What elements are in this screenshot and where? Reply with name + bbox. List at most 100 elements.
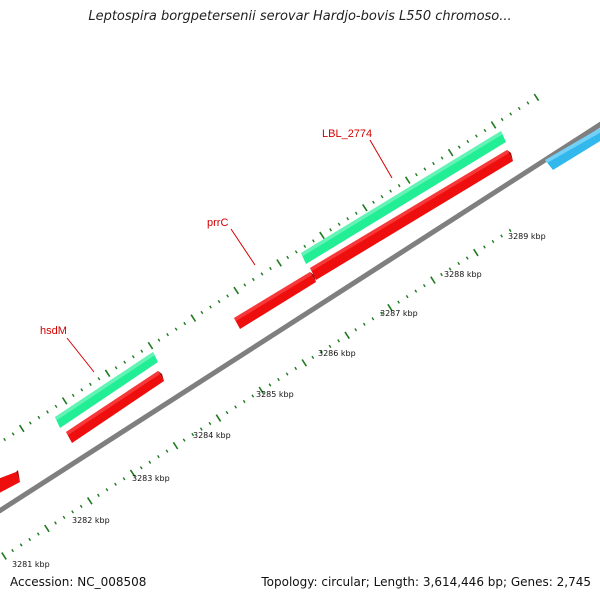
minor-tick bbox=[114, 366, 118, 370]
minor-tick bbox=[380, 311, 383, 315]
minor-tick bbox=[200, 310, 204, 315]
tick-label: 3286 kbp bbox=[318, 349, 356, 358]
minor-tick bbox=[465, 256, 469, 260]
minor-tick bbox=[157, 455, 160, 459]
minor-tick bbox=[311, 355, 315, 359]
minor-tick bbox=[440, 156, 444, 160]
cds-feature-LBL_2774[interactable] bbox=[301, 131, 506, 264]
tick-label: 3283 kbp bbox=[132, 474, 170, 483]
minor-tick bbox=[312, 239, 315, 243]
major-tick bbox=[301, 359, 308, 367]
minor-tick bbox=[285, 372, 289, 376]
minor-tick bbox=[123, 360, 127, 364]
minor-tick bbox=[329, 228, 332, 232]
cds-feature-hsdM[interactable] bbox=[55, 352, 158, 428]
minor-tick bbox=[182, 438, 186, 442]
minor-tick bbox=[346, 217, 350, 221]
gene-feature-prrC[interactable] bbox=[234, 272, 316, 329]
minor-tick bbox=[483, 128, 487, 133]
minor-tick bbox=[3, 437, 6, 442]
minor-tick bbox=[397, 184, 401, 188]
minor-tick bbox=[225, 410, 229, 415]
minor-tick bbox=[105, 488, 109, 492]
major-tick bbox=[276, 259, 282, 267]
minor-tick bbox=[500, 234, 503, 238]
major-tick bbox=[447, 148, 454, 157]
major-tick bbox=[404, 176, 411, 184]
minor-tick bbox=[303, 244, 307, 248]
major-tick bbox=[490, 121, 497, 129]
major-tick bbox=[172, 441, 179, 450]
chromosome-backbone bbox=[0, 121, 600, 514]
minor-tick bbox=[148, 460, 152, 464]
minor-tick bbox=[140, 349, 144, 353]
minor-tick bbox=[234, 405, 237, 409]
major-tick bbox=[104, 369, 111, 378]
minor-tick bbox=[491, 239, 495, 244]
minor-tick bbox=[251, 277, 255, 282]
gene-feature-LBL_2774[interactable] bbox=[310, 150, 513, 280]
minor-tick bbox=[71, 510, 74, 514]
gene-label-prrC[interactable]: prrC bbox=[207, 217, 228, 229]
leader-line-hsdM bbox=[66, 337, 95, 373]
minor-tick bbox=[422, 284, 426, 288]
minor-tick bbox=[286, 255, 290, 260]
minor-tick bbox=[432, 161, 435, 166]
tick-label: 3284 kbp bbox=[193, 431, 231, 440]
gene-label-LBL_2774[interactable]: LBL_2774 bbox=[322, 128, 372, 140]
major-tick bbox=[44, 524, 50, 533]
gene-feature-hsdM[interactable] bbox=[66, 371, 164, 443]
minor-tick bbox=[11, 432, 15, 436]
major-tick bbox=[430, 276, 436, 284]
minor-tick bbox=[28, 421, 32, 425]
minor-tick bbox=[243, 283, 247, 287]
tick-label: 3288 kbp bbox=[444, 270, 482, 279]
minor-tick bbox=[362, 322, 366, 326]
gene-feature-left-partial[interactable] bbox=[0, 470, 20, 498]
major-tick bbox=[387, 303, 393, 312]
major-tick bbox=[190, 314, 197, 322]
minor-tick bbox=[89, 382, 92, 386]
minor-tick bbox=[526, 101, 530, 105]
minor-tick bbox=[372, 200, 375, 204]
minor-tick bbox=[414, 173, 418, 177]
major-tick bbox=[61, 397, 68, 405]
minor-tick bbox=[440, 272, 443, 277]
minor-tick bbox=[80, 388, 84, 392]
major-tick bbox=[362, 203, 368, 212]
minor-tick bbox=[226, 294, 229, 298]
minor-tick bbox=[183, 321, 187, 326]
minor-tick bbox=[414, 289, 418, 293]
minor-tick bbox=[320, 350, 323, 354]
minor-tick bbox=[483, 245, 486, 249]
tick-label: 3281 kbp bbox=[12, 560, 50, 569]
minor-tick bbox=[174, 327, 178, 331]
minor-tick bbox=[37, 415, 41, 420]
major-tick bbox=[86, 497, 93, 505]
major-tick bbox=[147, 341, 154, 350]
minor-tick bbox=[337, 222, 341, 226]
minor-tick bbox=[97, 493, 100, 497]
minor-tick bbox=[457, 145, 461, 149]
gene-label-hsdM[interactable]: hsdM bbox=[40, 325, 67, 337]
major-tick bbox=[533, 93, 540, 102]
tick-label: 3285 kbp bbox=[256, 390, 294, 399]
minor-tick bbox=[209, 305, 212, 309]
minor-tick bbox=[251, 394, 255, 398]
minor-tick bbox=[328, 344, 332, 348]
map-title: Leptospira borgpetersenii serovar Hardjo… bbox=[88, 9, 512, 24]
inner-tick-track bbox=[1, 228, 512, 560]
minor-tick bbox=[509, 112, 513, 116]
minor-tick bbox=[62, 515, 66, 519]
major-tick bbox=[215, 414, 222, 422]
major-tick bbox=[1, 552, 7, 560]
minor-tick bbox=[139, 466, 143, 470]
minor-tick bbox=[423, 167, 427, 171]
gene-feature-blue[interactable] bbox=[545, 128, 600, 170]
minor-tick bbox=[114, 482, 117, 486]
minor-tick bbox=[36, 532, 40, 536]
minor-tick bbox=[217, 299, 221, 304]
major-tick bbox=[129, 469, 136, 478]
tick-label: 3289 kbp bbox=[508, 232, 546, 241]
minor-tick bbox=[389, 189, 392, 193]
